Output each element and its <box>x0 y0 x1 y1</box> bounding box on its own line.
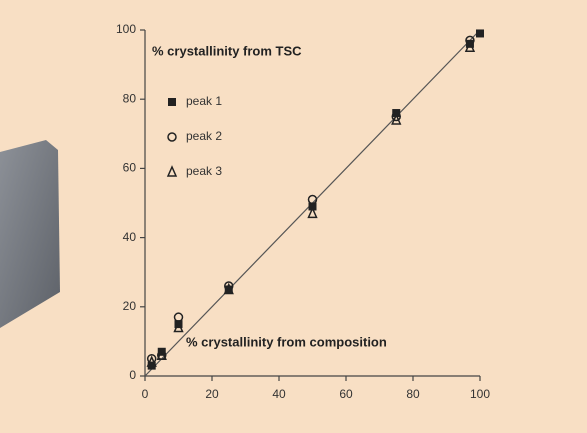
point <box>223 282 234 295</box>
legend-marker <box>166 165 178 177</box>
point <box>146 355 157 367</box>
point <box>146 353 157 364</box>
legend-marker <box>168 98 176 106</box>
x-axis-title: % crystallinity from composition <box>186 334 387 349</box>
y-axis-title: % crystallinity from TSC <box>152 43 302 58</box>
x-tick-label: 20 <box>205 387 219 401</box>
y-tick-label: 60 <box>123 161 137 175</box>
legend-label: peak 3 <box>186 164 222 178</box>
point <box>391 111 401 122</box>
point <box>156 348 167 360</box>
x-tick-label: 100 <box>470 387 490 401</box>
point <box>465 35 475 46</box>
point <box>308 202 317 211</box>
y-tick-label: 100 <box>116 22 136 36</box>
point <box>173 320 184 333</box>
point <box>307 194 318 205</box>
x-tick-label: 0 <box>142 387 149 401</box>
legend-marker <box>167 132 177 142</box>
point <box>224 281 234 291</box>
gray-box <box>0 140 60 328</box>
y-tick-label: 80 <box>123 91 137 105</box>
y-tick-label: 20 <box>123 299 137 313</box>
point <box>307 206 318 219</box>
legend-label: peak 1 <box>186 94 222 108</box>
x-tick-label: 80 <box>406 387 420 401</box>
x-tick-label: 40 <box>272 387 286 401</box>
x-tick-label: 60 <box>339 387 353 401</box>
y-tick-label: 0 <box>129 368 136 382</box>
point <box>391 113 402 125</box>
y-tick-label: 40 <box>123 230 137 244</box>
point <box>464 40 476 53</box>
point <box>476 29 484 38</box>
legend-label: peak 2 <box>186 129 222 143</box>
